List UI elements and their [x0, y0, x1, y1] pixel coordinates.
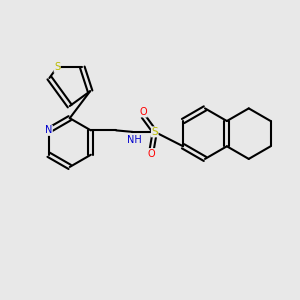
Text: S: S — [54, 62, 60, 72]
Text: O: O — [140, 107, 147, 117]
Text: N: N — [45, 125, 52, 135]
Text: NH: NH — [127, 135, 141, 145]
Text: O: O — [148, 148, 156, 159]
Text: S: S — [152, 127, 158, 137]
